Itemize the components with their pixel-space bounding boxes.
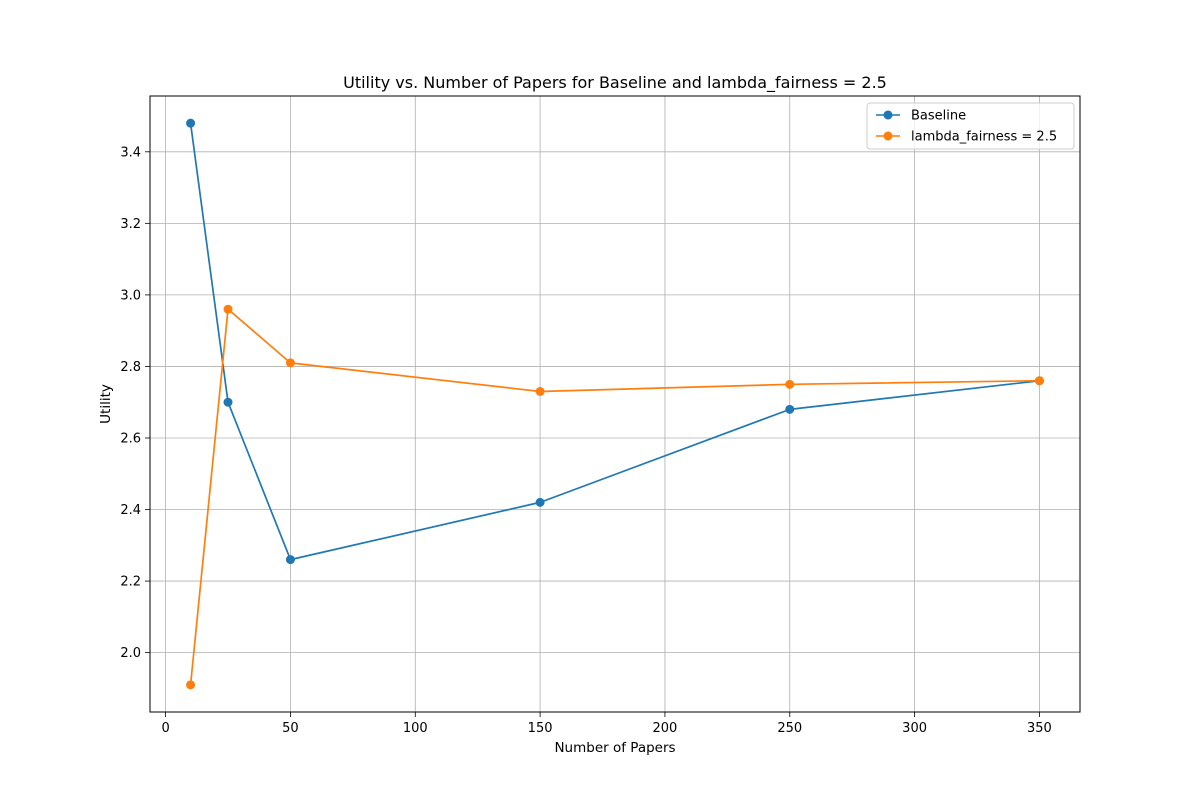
data-point-baseline: [223, 397, 233, 407]
series-lambda: [186, 304, 1044, 690]
x-tick-label: 200: [653, 721, 678, 736]
series-line-baseline: [189, 123, 1040, 561]
data-point-lambda: [535, 386, 545, 396]
x-tick-label: 350: [1027, 721, 1052, 736]
plot-series: [186, 118, 1044, 690]
y-tick-label: 3.0: [120, 288, 141, 303]
data-point-lambda: [186, 680, 196, 690]
y-axis-label: Utility: [98, 384, 114, 424]
data-point-lambda: [223, 304, 233, 314]
legend: Baseline lambda_fairness = 2.5: [866, 102, 1075, 150]
x-tick-label: 50: [282, 721, 299, 736]
legend-marker-baseline: [883, 110, 893, 120]
y-tick-label: 2.8: [120, 360, 141, 375]
data-point-baseline: [535, 497, 545, 507]
x-tick-label: 250: [777, 721, 802, 736]
axes-frame: [149, 95, 1081, 713]
y-tick-label: 2.0: [120, 646, 141, 661]
series-line-lambda: [189, 308, 1040, 685]
legend-box: [866, 102, 1075, 150]
data-point-lambda: [285, 358, 295, 368]
x-tick-label: 300: [902, 721, 927, 736]
y-tick-label: 3.2: [120, 217, 141, 232]
y-tick-label: 2.6: [120, 431, 141, 446]
data-point-baseline: [186, 118, 196, 128]
data-point-lambda: [785, 379, 795, 389]
x-tick-label: 150: [528, 721, 553, 736]
y-tick-label: 3.4: [120, 145, 141, 160]
axis-ticks: 0 50 100 150 200 250 300 350 2.0 2.2 2.4 2.6 2.8 3.0 3…: [120, 145, 1052, 736]
data-point-baseline: [285, 555, 295, 565]
y-tick-label: 2.4: [120, 503, 141, 518]
legend-marker-lambda: [883, 131, 893, 141]
data-point-baseline: [785, 404, 795, 414]
y-tick-label: 2.2: [120, 575, 141, 590]
chart-title: Utility vs. Number of Papers for Baselin…: [343, 73, 887, 93]
data-point-lambda: [1034, 376, 1044, 386]
grid-lines: [150, 96, 1080, 712]
x-tick-label: 0: [161, 721, 169, 736]
legend-label-lambda: lambda_fairness = 2.5: [911, 130, 1057, 145]
x-tick-label: 100: [403, 721, 428, 736]
x-axis-label: Number of Papers: [554, 740, 675, 756]
legend-label-baseline: Baseline: [911, 109, 966, 124]
